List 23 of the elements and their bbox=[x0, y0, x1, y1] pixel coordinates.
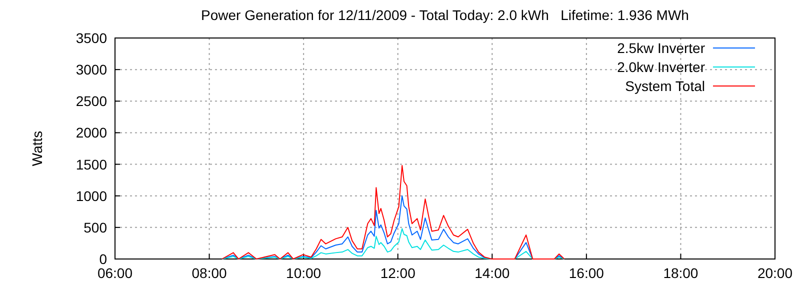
line-series bbox=[222, 165, 565, 260]
x-tick-label: 16:00 bbox=[568, 265, 604, 281]
x-tick-label: 18:00 bbox=[663, 265, 698, 281]
x-tick-label: 10:00 bbox=[286, 265, 322, 281]
y-tick-label: 2000 bbox=[76, 124, 108, 141]
legend-label: System Total bbox=[625, 78, 705, 94]
x-tick-label: 08:00 bbox=[192, 265, 228, 281]
y-tick-label: 1500 bbox=[76, 156, 108, 172]
x-tick-label: 06:00 bbox=[97, 265, 133, 281]
y-tick-label: 3000 bbox=[76, 62, 108, 78]
x-tick-label: 14:00 bbox=[474, 265, 510, 281]
y-tick-label: 3500 bbox=[76, 30, 108, 46]
y-tick-label: 0 bbox=[99, 251, 108, 267]
line-series bbox=[222, 228, 565, 260]
y-tick-label: 1000 bbox=[76, 188, 108, 204]
y-tick-label: 2500 bbox=[76, 93, 108, 110]
y-axis-title: Watts bbox=[29, 130, 45, 166]
x-tick-label: 20:00 bbox=[757, 265, 793, 281]
chart-title: Power Generation for 12/11/2009 - Total Today: 2.0 kWh Lifetime: 1.936 MWh bbox=[201, 7, 689, 23]
x-tick-label: 12:00 bbox=[380, 265, 416, 281]
legend-label: 2.5kw Inverter bbox=[617, 40, 706, 56]
legend-label: 2.0kw Inverter bbox=[617, 59, 706, 75]
y-tick-label: 500 bbox=[84, 219, 108, 236]
